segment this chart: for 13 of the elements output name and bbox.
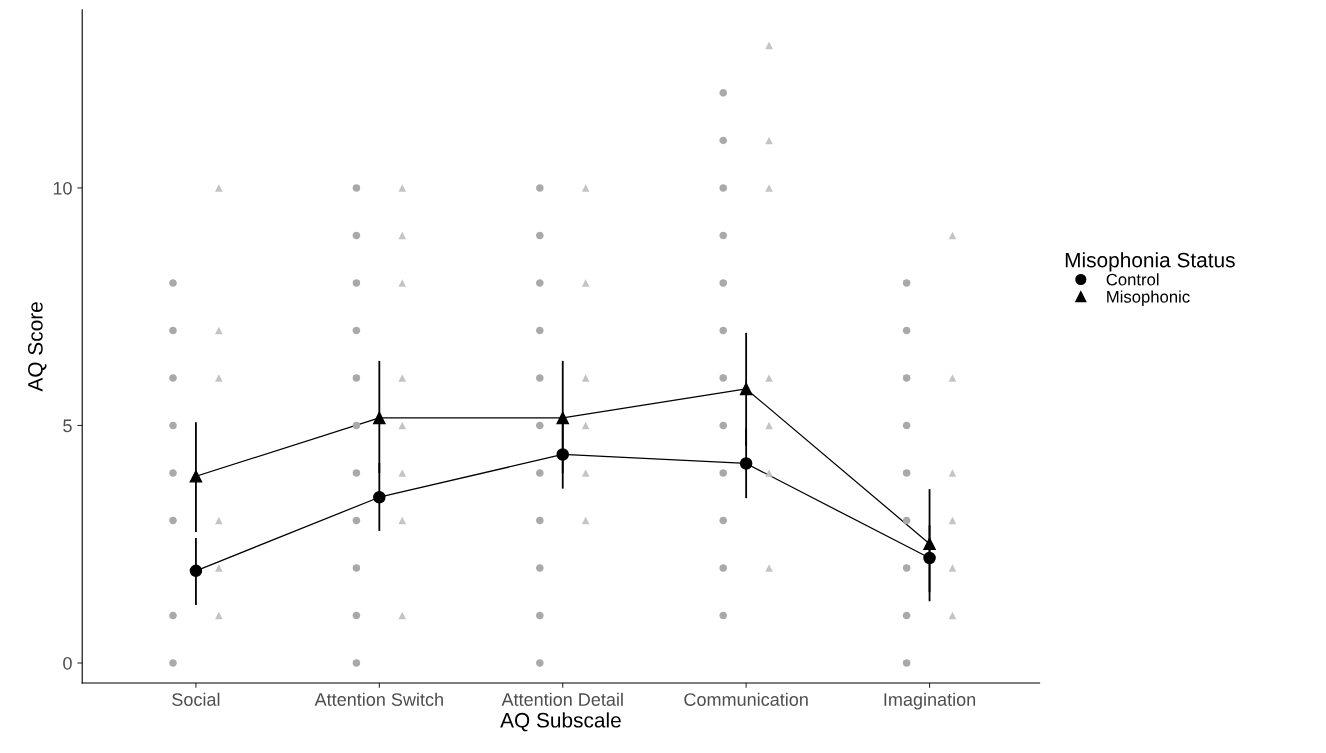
x-tick-label: Imagination [884, 692, 976, 710]
x-tick-label: Attention Detail [501, 692, 623, 706]
y-tick-label: 5 [63, 419, 72, 433]
y-tick-label: 0 [63, 656, 72, 670]
x-tick-label: Attention Switch [314, 692, 443, 706]
y-tick-label: 10 [53, 181, 72, 195]
x-axis-title: AQ Subscale [500, 712, 621, 732]
x-tick-label: Communication [684, 692, 808, 706]
y-axis-title: AQ Score [27, 302, 47, 392]
legend-label: Control [1106, 273, 1159, 286]
x-tick-label: Social [172, 692, 220, 706]
legend-label: Misophonic [1107, 290, 1190, 306]
legend-title: Misophonia Status [1065, 252, 1235, 272]
